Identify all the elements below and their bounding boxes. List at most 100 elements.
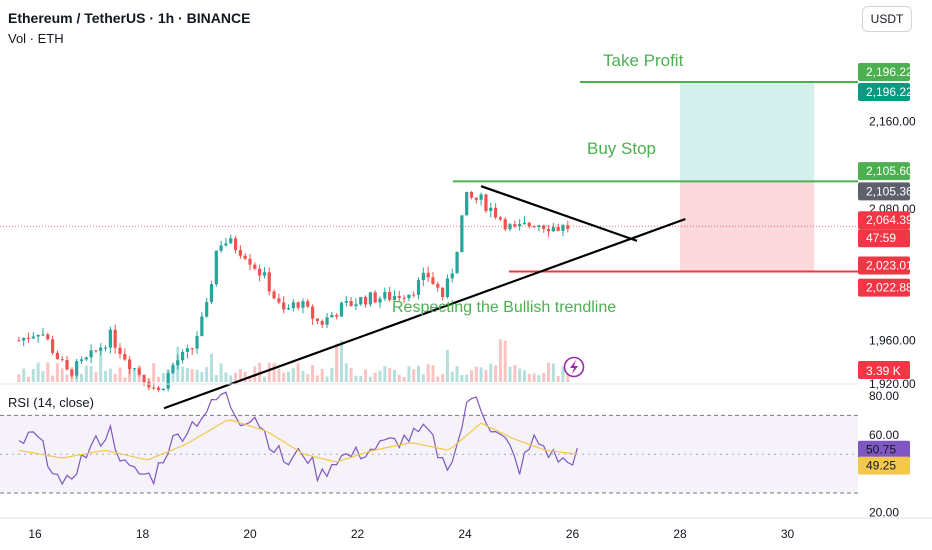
volume-bar (238, 369, 242, 382)
volume-bar (344, 363, 348, 382)
volume-bar (315, 375, 319, 382)
candle-body (339, 302, 344, 317)
volume-bar (161, 373, 165, 382)
candle-body (123, 353, 127, 360)
volume-indicator-label[interactable]: Vol · ETH (8, 31, 64, 46)
volume-bar (219, 363, 223, 382)
volume-bar (537, 375, 541, 382)
price-tag (858, 278, 910, 297)
candle-body (436, 283, 440, 288)
volume-bar (498, 339, 502, 382)
candle-body (31, 336, 35, 339)
rsi-tick-label: 20.00 (869, 505, 899, 519)
volume-bar (296, 363, 300, 382)
candle-body (195, 336, 199, 349)
volume-bar (527, 373, 531, 382)
candle-body (156, 387, 161, 390)
candle-body (445, 278, 450, 298)
candle-body (416, 280, 421, 295)
rsi-ma-line (18, 419, 578, 463)
candle-body (310, 306, 315, 319)
candle-body (65, 359, 69, 370)
candle-body (277, 298, 281, 303)
candle-body (368, 292, 372, 305)
volume-bar (518, 368, 522, 382)
candle-body (253, 264, 257, 269)
candle-body (22, 337, 26, 341)
candle-body (89, 350, 93, 358)
volume-tag-text: 3.39 K (866, 364, 901, 378)
volume-bar (359, 376, 363, 382)
currency-selector-button[interactable]: USDT (862, 6, 912, 32)
volume-bar (479, 367, 483, 382)
candle-body (75, 361, 79, 376)
volume-bar (465, 374, 469, 382)
candle-body (205, 302, 209, 317)
candle-body (46, 334, 50, 340)
candle-body (460, 215, 464, 253)
candle-body (180, 351, 185, 361)
symbol-title[interactable]: Ethereum / TetherUS · 1h · BINANCE (8, 10, 251, 26)
volume-bar (397, 374, 401, 382)
candle-body (469, 191, 474, 198)
candle-body (137, 368, 141, 375)
volume-bar (402, 376, 406, 382)
rsi-band (0, 415, 858, 493)
rsi-line (18, 391, 578, 486)
volume-bar (267, 362, 271, 382)
x-tick-label: 24 (458, 527, 472, 541)
candle-body (55, 352, 59, 360)
volume-bar (205, 367, 209, 382)
price-tag-text: 2,105.60 (866, 164, 913, 178)
candle-body (542, 225, 546, 229)
candle-body (388, 291, 392, 300)
volume-bar (36, 362, 40, 382)
candle-body (359, 296, 363, 305)
volume-bar (335, 343, 339, 382)
volume-bar (31, 369, 35, 382)
x-tick-label: 20 (243, 527, 257, 541)
trendline-label: Respecting the Bullish trendline (392, 299, 616, 316)
x-tick-label: 16 (28, 527, 42, 541)
price-tag (858, 83, 910, 101)
volume-bar (104, 370, 108, 382)
volume-bar (272, 363, 276, 382)
volume-bar (65, 374, 69, 382)
candle-body (296, 302, 300, 308)
candle-body (233, 238, 238, 251)
volume-bar (368, 376, 372, 382)
candle-body (465, 191, 469, 216)
candle-body (17, 340, 21, 342)
candle-body (161, 388, 165, 390)
candle-body (537, 225, 541, 227)
volume-bar (108, 368, 112, 382)
candle-body (214, 250, 218, 285)
candle-body (561, 225, 565, 231)
volume-bar (118, 367, 122, 382)
lightning-icon[interactable] (563, 356, 585, 378)
candle-body (330, 315, 334, 318)
candle-body (455, 252, 459, 274)
candle-body (200, 316, 204, 337)
price-tag (858, 182, 910, 201)
volume-bar (89, 366, 93, 382)
volume-bar (388, 368, 392, 382)
candle-body (421, 272, 425, 281)
candle-body (79, 359, 84, 362)
price-tag (858, 162, 910, 181)
volume-bar (311, 364, 315, 382)
price-tag-text: 47:59 (866, 231, 896, 245)
candle-body (84, 357, 88, 360)
candle-body (498, 217, 502, 220)
volume-bar (41, 371, 45, 382)
volume-bar (287, 371, 291, 382)
candle-body (147, 382, 151, 388)
candle-body (551, 226, 555, 232)
volume-bar (243, 371, 247, 382)
volume-bar (474, 366, 478, 382)
rsi-indicator-label[interactable]: RSI (14, close) (8, 395, 94, 410)
price-tag-text: 2,022.88 (866, 281, 913, 295)
volume-bar (60, 368, 64, 382)
volume-bar (392, 370, 396, 382)
